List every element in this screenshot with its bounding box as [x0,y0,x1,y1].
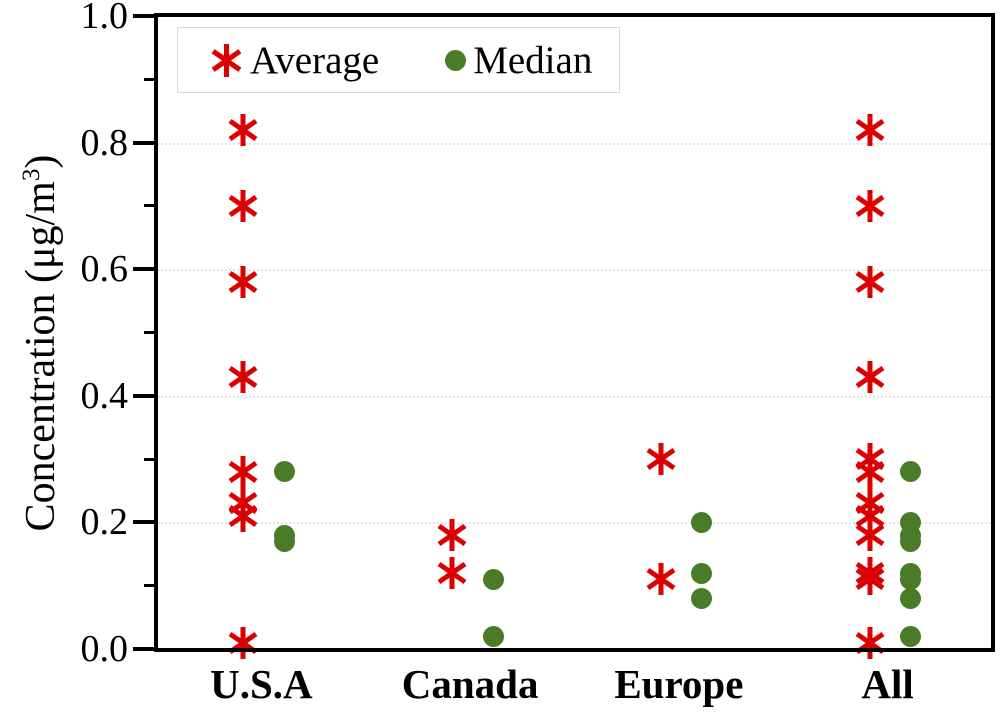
y-axis-minor-tick [144,77,154,81]
y-axis-major-tick [133,140,154,145]
data-point-median-europe [691,562,713,584]
data-point-average-canada [436,518,468,557]
data-point-average-canada [436,556,468,595]
data-point-median-usa [273,461,295,483]
gridline [158,269,991,272]
data-point-median-canada [482,625,504,647]
data-point-average-all [854,518,886,557]
gridline [158,522,991,525]
data-point-median-all [900,625,922,647]
legend-label-average: Average [250,38,380,82]
data-point-average-usa [227,455,259,494]
data-point-average-all [854,189,886,228]
legend-item-median: Median [445,38,592,83]
data-point-average-usa [227,360,259,399]
data-point-average-usa [227,265,259,304]
y-axis-title-superscript: 3 [18,168,45,182]
legend-item-average: Average [210,38,379,83]
y-axis-minor-tick [144,457,154,461]
data-point-median-canada [482,568,504,590]
data-point-median-all [900,587,922,609]
data-point-median-usa [273,530,295,552]
gridline [158,142,991,145]
y-axis-tick-label: 1.0 [80,0,129,37]
median-circle-icon [445,49,467,71]
x-axis-category-label: All [861,661,914,707]
x-axis-category-label: U.S.A [210,661,313,707]
data-point-average-europe [645,562,677,601]
y-axis-major-tick [133,393,154,398]
gridline [158,395,991,398]
x-axis-category-label: Canada [401,661,539,707]
y-axis-tick-label: 0.0 [80,628,129,670]
data-point-average-all [854,626,886,665]
data-point-average-all [854,265,886,304]
x-axis-category-label: Europe [614,661,744,707]
y-axis-major-tick [133,267,154,272]
data-point-average-all [854,113,886,152]
legend: Average Median [177,27,620,93]
data-point-average-usa [227,189,259,228]
data-point-median-all [900,568,922,590]
data-point-average-usa [227,626,259,665]
legend-label-median: Median [473,38,593,82]
y-axis-tick-label: 0.2 [80,501,129,544]
y-axis-title-text: Concentration (μg/m [18,181,64,532]
data-point-average-europe [645,442,677,481]
y-axis-major-tick [133,647,154,651]
data-point-median-europe [691,511,713,533]
data-point-average-all [854,455,886,494]
y-axis-minor-tick [144,331,154,334]
y-axis-major-tick [133,14,154,18]
y-axis-minor-tick [144,204,154,208]
y-axis-tick-label: 0.4 [80,374,129,417]
data-point-average-usa [227,499,259,538]
data-point-average-all [854,562,886,601]
y-axis-tick-label: 0.6 [80,248,129,291]
y-axis-tick-label: 0.8 [80,121,129,164]
median-circle-glyph [445,49,467,71]
y-axis-major-tick [133,520,154,525]
average-asterisk-icon [210,43,243,78]
data-point-median-all [900,530,922,552]
data-point-average-all [854,360,886,399]
data-point-median-europe [691,587,713,609]
y-axis-minor-tick [144,584,154,588]
data-point-median-all [900,461,922,483]
data-point-average-usa [227,113,259,152]
